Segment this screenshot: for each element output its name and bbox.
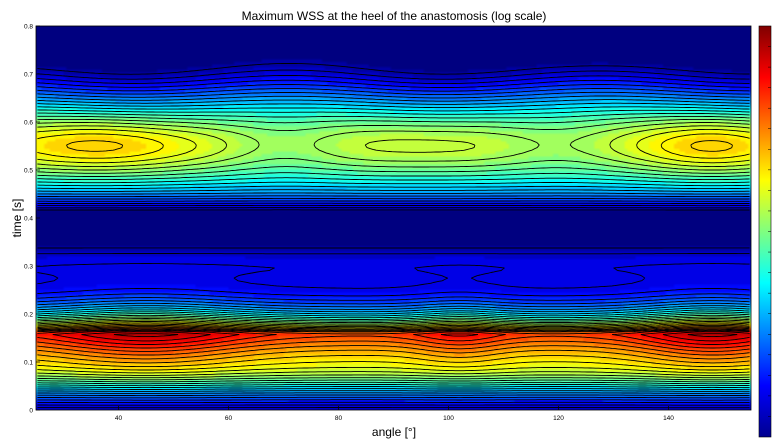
x-tick-label: 100 bbox=[443, 415, 454, 422]
y-tick-label: 0.7 bbox=[24, 72, 33, 79]
y-tick-label: 0.3 bbox=[24, 264, 33, 271]
y-tick-label: 0.1 bbox=[24, 360, 33, 367]
plot-area bbox=[35, 25, 752, 411]
x-axis-label: angle [°] bbox=[372, 425, 416, 439]
y-axis: 0 0.1 0.2 0.3 0.4 0.5 0.6 0.7 0.8 bbox=[24, 24, 40, 415]
colorbar-ticks bbox=[768, 46, 771, 417]
y-tick-label: 0.6 bbox=[24, 120, 33, 127]
contour-lines bbox=[37, 63, 750, 409]
y-tick-label: 0.2 bbox=[24, 312, 33, 319]
y-tick-label: 0 bbox=[29, 408, 33, 415]
colorbar bbox=[758, 25, 772, 438]
x-tick-label: 80 bbox=[335, 415, 343, 422]
y-axis-label: time [s] bbox=[10, 199, 24, 238]
x-tick-label: 40 bbox=[115, 415, 123, 422]
chart-title: Maximum WSS at the heel of the anastomos… bbox=[242, 9, 547, 23]
y-tick-label: 0.8 bbox=[24, 24, 33, 31]
x-axis: 40 60 80 100 120 140 bbox=[115, 406, 674, 422]
contour-path bbox=[37, 63, 750, 409]
y-tick-label: 0.4 bbox=[24, 216, 33, 223]
y-tick-label: 0.5 bbox=[24, 168, 33, 175]
x-tick-label: 120 bbox=[553, 415, 564, 422]
x-tick-label: 60 bbox=[225, 415, 233, 422]
x-tick-label: 140 bbox=[663, 415, 674, 422]
